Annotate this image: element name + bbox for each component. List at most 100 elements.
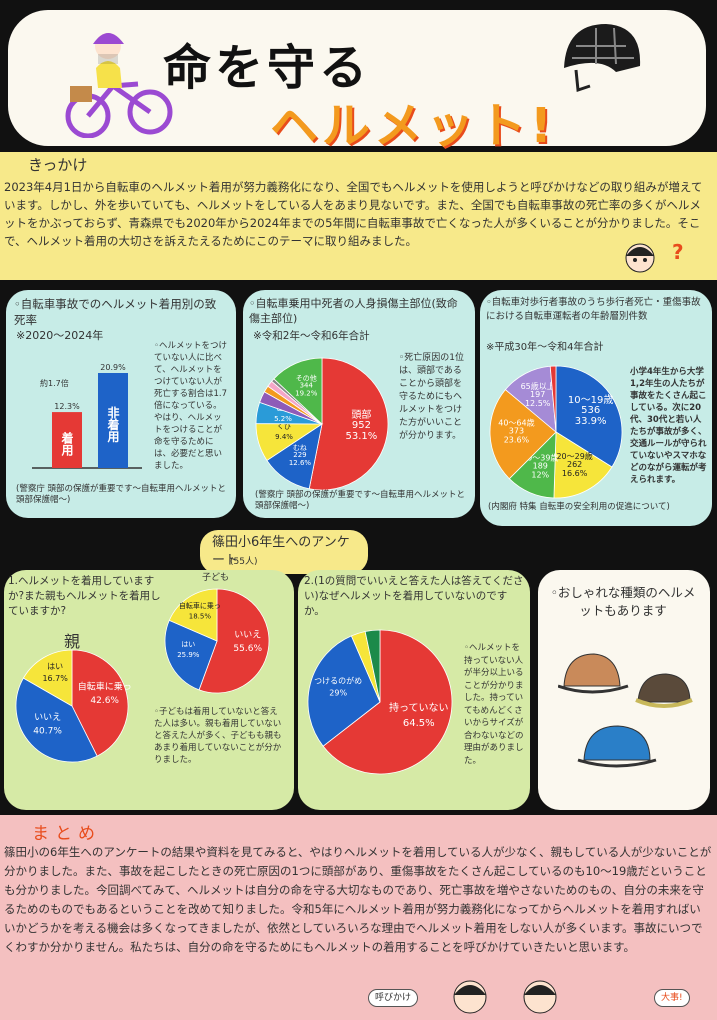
fatality-rate-source: (警察庁 頭部の保護が重要です〜自転車用ヘルメットと頭部保護帽〜) [16,484,227,505]
fatality-rate-title: ◦自転車事故でのヘルメット着用別の致死率 [14,297,217,327]
pie-slice-pct-3: 5.2% [274,415,292,423]
wearing-note: ◦子どもは着用していないと答えた人は多い。親も着用していないと答えた人が多く、子… [154,707,282,765]
pie-slice-label-1: むね [293,444,307,452]
pie-slice-pct-0: 53.1% [346,431,378,442]
pie-slice-pct-3: 23.6% [504,436,530,445]
pie-slice-pct-0: 55.6% [233,644,262,654]
summary-body: 篠田小の6年生へのアンケートの結果や資料を見てみると、やはりヘルメットを着用して… [4,845,712,954]
helmet-icon [564,24,641,93]
title-line2: ヘルメット! [270,98,556,154]
pie-slice-pct-1: 25.9% [177,651,200,659]
injury-site-title: ◦自転車乗用中死者の人身損傷主部位(致命傷主部位) [249,297,458,325]
bar-value-label-1: 20.9% [100,363,126,372]
pie-slice-label-0: 頭部 [351,408,371,421]
age-group-source: (内閣府 特集 自転車の安全利用の促進について) [488,502,670,512]
pie-slice-pct-1: 29% [329,688,347,697]
pie-slice-pct-1: 16.6% [562,469,588,478]
pie-slice-pct-2: 16.7% [42,674,68,683]
pie-slice-label-1: いいえ [34,712,61,723]
pie-slice-pct-0: 64.5% [403,718,435,729]
injury-site-source: (警察庁 頭部の保護が重要です〜自転車用ヘルメットと頭部保護帽〜) [255,490,466,511]
pie-slice-pct-1: 40.7% [33,727,62,737]
survey-count: (55人) [230,557,258,567]
age-group-panel: ◦自転車対歩行者事故のうち歩行者死亡・重傷事故における自転車運転者の年齢層別件数… [480,290,712,526]
pie-slice-pct-2: 9.4% [275,433,293,441]
pie-slice-count-8: 344 [300,382,314,390]
pie-slice-5 [549,365,557,433]
pie-slice-pct-4: 12.5% [525,399,551,408]
injury-site-period: ※令和2年〜令和6年合計 [253,330,370,342]
injury-site-pie: 頭部95253.1%むね22912.6%くび9.4%こし5.2%その他34419… [255,357,389,491]
fatality-rate-period: ※2020〜2024年 [16,329,104,342]
summary-heading: まとめ [32,824,101,844]
pie-slice-3 [364,629,381,703]
important-bubble: 大事! [654,989,690,1007]
pie-slice-0 [308,357,389,491]
parent-pie: 自転車に乗っ 42.6% いいえ 40.7% はい 16.7% [15,649,132,763]
fatality-rate-panel: ◦自転車事故でのヘルメット着用別の致死率 ※2020〜2024年 12.3% 着用… [6,290,236,518]
injury-site-note: ◦死亡原因の1位は、頭部であることから頭部を守るためにもヘルメットをつけた方がい… [399,353,465,441]
pie-slice-label-2: 自転車に乗っ [179,601,221,610]
pie-slice-pct-0: 42.6% [90,696,119,706]
pie-slice-label-0: 持っていない [389,701,449,714]
wearing-question: 1.ヘルメットを着用していますか?また親もヘルメットを着用していますか? [8,575,161,617]
parent-label: 親 [64,632,81,651]
pie-slice-label-0: いいえ [234,629,261,640]
pie-slice-count-0: 952 [352,420,371,431]
pie-slice-pct-8: 19.2% [295,390,318,398]
pie-slice-label-4: 65歳以上 [521,381,555,391]
pie-slice-8 [273,357,323,425]
helmet-types-panel: ◦おしゃれな種類のヘルメットもあります [538,570,710,810]
pie-slice-label-1: はい [181,640,195,648]
reason-pie: 持っていない 64.5% つけるのがめ 29% [307,629,453,775]
survey-banner: 篠田小6年生へのアンケート (55人) [200,530,368,574]
fatality-bar-chart: 12.3% 着用 20.9% 非着用 約1.7倍 [32,363,142,469]
bar-0 [52,412,82,468]
pie-slice-label-3: 40〜64歳 [498,418,534,428]
age-group-period: ※平成30年〜令和4年合計 [486,342,604,353]
pie-slice-1 [164,619,218,691]
bar-1 [98,373,128,468]
pie-slice-pct-2: 18.5% [189,612,212,620]
injury-site-panel: ◦自転車乗用中死者の人身損傷主部位(致命傷主部位) ※令和2年〜令和6年合計 頭… [243,290,475,518]
pie-slice-0 [555,365,623,468]
age-group-title: ◦自転車対歩行者事故のうち歩行者死亡・重傷事故における自転車運転者の年齢層別件数 [486,297,701,322]
bar-value-label-0: 12.3% [54,402,80,411]
reason-survey-panel: 2.(1の質問でいいえと答えた人は答えてください)なぜヘルメットを着用していない… [298,570,530,810]
pie-slice-3 [489,389,557,480]
helmet-types-title: ◦おしゃれな種類のヘルメットもあります [550,585,696,618]
reason-question: 2.(1の質問でいいえと答えた人は答えてください)なぜヘルメットを着用していない… [304,575,524,617]
pie-slice-label-2: 30〜39歳 [522,452,558,462]
wearing-survey-panel: 1.ヘルメットを着用していますか?また親もヘルメットを着用していますか? 親 子… [4,570,294,810]
students-illustration [453,980,557,1014]
pie-slice-label-2: はい [47,662,63,671]
thinking-girl-icon [625,243,655,273]
pie-slice-label-2: くび [277,422,291,430]
pie-slice-label-1: つけるのがめ [314,675,362,685]
pie-slice-1 [553,431,613,499]
pie-slice-0 [198,588,270,694]
pie-slice-count-1: 229 [293,451,306,459]
survey-banner-text: 篠田小6年生へのアンケート [212,535,350,568]
call-bubble: 呼びかけ [368,989,419,1007]
pie-slice-2 [168,588,218,642]
pie-slice-1 [15,677,98,763]
age-group-note: 小学4年生から大学1,2年生の人たちが事故をたくさん起こしている。次に20代、3… [630,367,707,485]
pie-slice-count-1: 262 [567,460,582,469]
pie-slice-count-4: 197 [530,390,545,399]
bar-category-label-1: 非着用 [106,405,120,443]
pie-slice-2 [22,649,73,707]
child-pie: いいえ 55.6% はい 25.9% 自転車に乗っ 18.5% [164,588,270,694]
fatality-rate-note: ◦ヘルメットをつけていない人に比べて、ヘルメットをつけていない人が死亡する割合は… [154,341,228,471]
pie-slice-count-2: 189 [533,461,548,470]
pie-slice-count-0: 536 [581,405,600,416]
pie-slice-pct-1: 12.6% [289,459,312,467]
question-mark: ? [672,240,684,264]
motivation-heading: きっかけ [28,156,88,174]
motivation-body: 2023年4月1日から自転車のヘルメット着用が努力義務化になり、全国でもヘルメッ… [4,180,703,248]
child-label: 子ども [202,573,230,583]
pie-slice-label-1: 20〜29歳 [556,451,592,461]
reason-note: ◦ヘルメットを持っていない人が半分以上いることが分かりました。持っていてもめんど… [464,643,524,766]
motivation-section: きっかけ 2023年4月1日から自転車のヘルメット着用が努力義務化になり、全国で… [0,152,717,280]
